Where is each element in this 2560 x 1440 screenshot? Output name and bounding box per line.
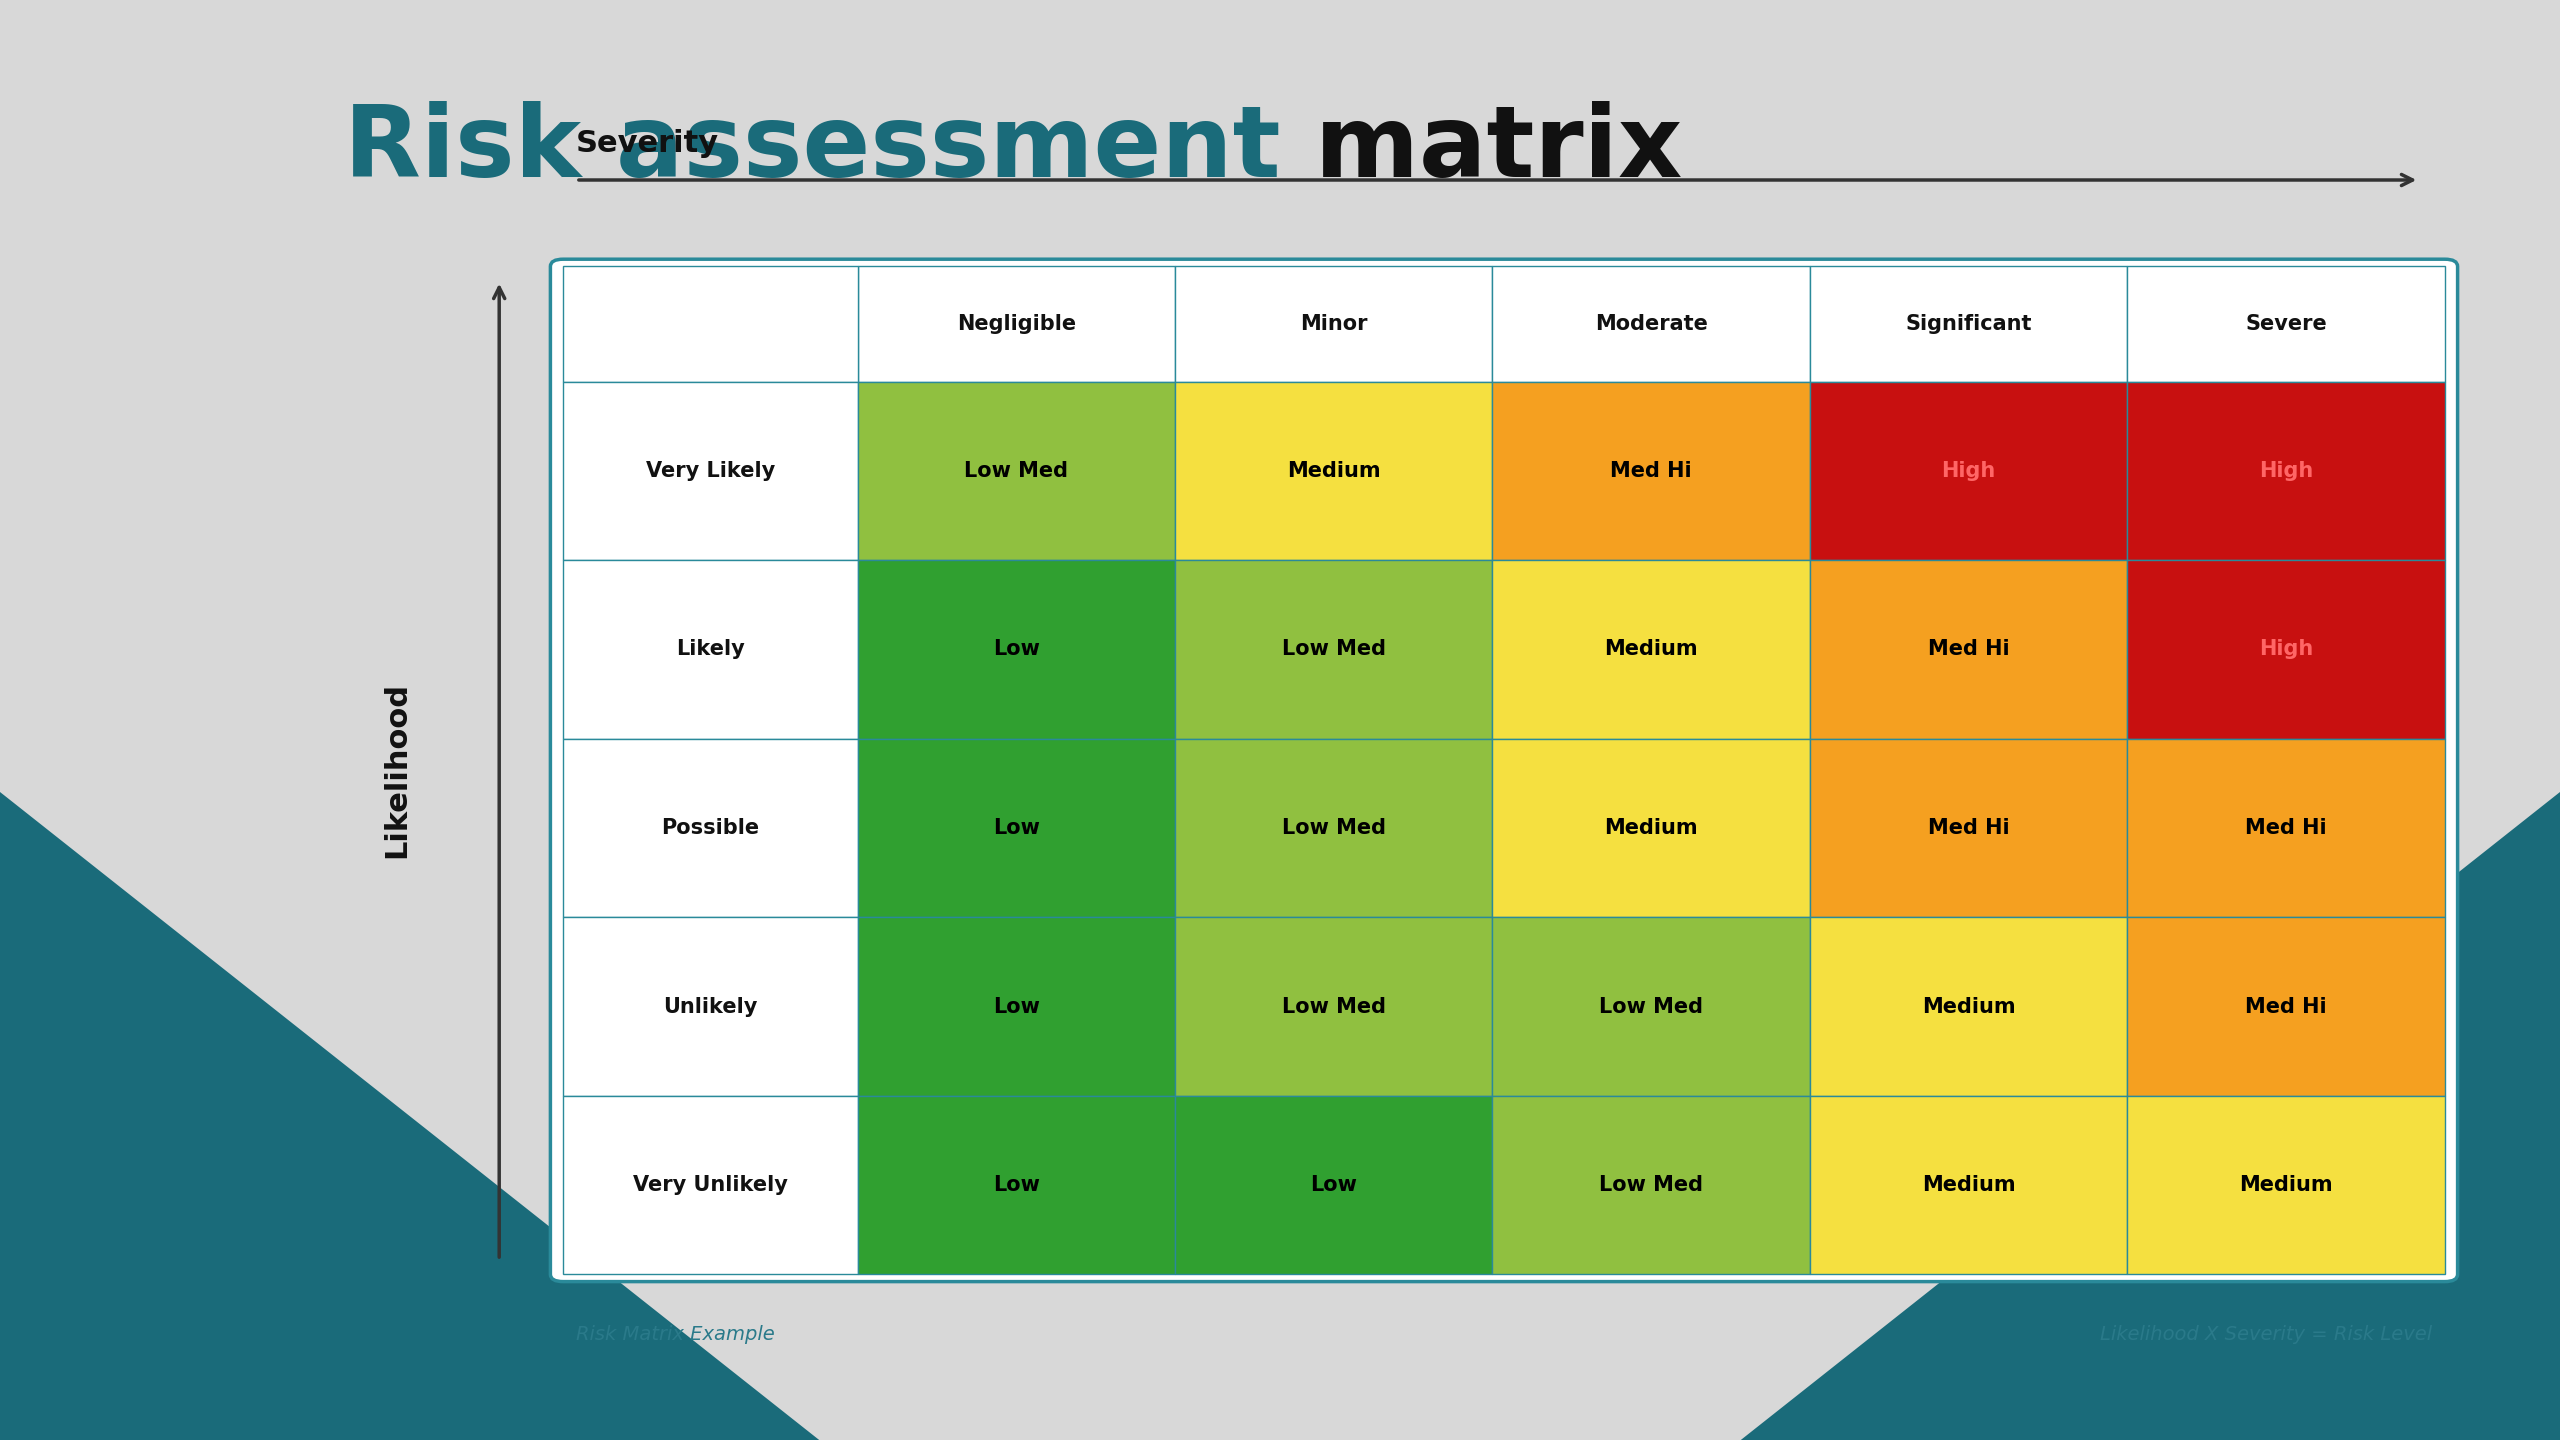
Bar (1810, 266, 2127, 382)
Bar (858, 382, 1175, 560)
Bar (563, 917, 858, 1096)
Bar (1175, 560, 1492, 739)
Text: High: High (2258, 461, 2314, 481)
Bar (2127, 1096, 2445, 1274)
Bar (1810, 917, 2127, 1096)
Text: Minor: Minor (1300, 314, 1367, 334)
Bar (1175, 739, 1492, 917)
Bar (858, 560, 1175, 739)
Text: Med Hi: Med Hi (1928, 818, 2010, 838)
Text: Medium: Medium (1288, 461, 1380, 481)
Text: Unlikely: Unlikely (663, 996, 758, 1017)
Bar (1175, 382, 1492, 560)
Bar (1175, 266, 1492, 382)
Bar (563, 266, 858, 382)
Bar (563, 1096, 858, 1274)
Bar (858, 266, 1175, 382)
Text: Medium: Medium (1605, 639, 1697, 660)
Text: Medium: Medium (2240, 1175, 2332, 1195)
Bar (563, 560, 858, 739)
Text: Moderate: Moderate (1595, 314, 1708, 334)
Text: Possible: Possible (660, 818, 760, 838)
Bar (1492, 560, 1810, 739)
Polygon shape (1741, 792, 2560, 1440)
Bar (2127, 266, 2445, 382)
Bar (1492, 739, 1810, 917)
Text: Low: Low (993, 639, 1039, 660)
Bar (2127, 560, 2445, 739)
Text: Low: Low (993, 1175, 1039, 1195)
Bar (1810, 382, 2127, 560)
Text: Low Med: Low Med (1283, 818, 1385, 838)
FancyBboxPatch shape (550, 259, 2458, 1282)
Text: Negligible: Negligible (957, 314, 1075, 334)
Polygon shape (0, 792, 819, 1440)
Bar (563, 382, 858, 560)
Text: Significant: Significant (1905, 314, 2033, 334)
Text: Risk assessment: Risk assessment (343, 101, 1280, 197)
Bar (1175, 1096, 1492, 1274)
Text: Low: Low (993, 818, 1039, 838)
Bar (1810, 1096, 2127, 1274)
Text: matrix: matrix (1280, 101, 1682, 197)
Bar (858, 1096, 1175, 1274)
Text: Severity: Severity (576, 130, 719, 158)
Text: Med Hi: Med Hi (1610, 461, 1692, 481)
Bar (858, 917, 1175, 1096)
Text: Med Hi: Med Hi (2245, 818, 2327, 838)
Bar (1810, 560, 2127, 739)
Text: Medium: Medium (1923, 996, 2015, 1017)
Text: Likelihood X Severity = Risk Level: Likelihood X Severity = Risk Level (2099, 1325, 2432, 1344)
Bar (1175, 917, 1492, 1096)
Text: Very Unlikely: Very Unlikely (632, 1175, 788, 1195)
Text: Likelihood: Likelihood (381, 683, 412, 858)
Text: Very Likely: Very Likely (645, 461, 776, 481)
Text: Med Hi: Med Hi (2245, 996, 2327, 1017)
Text: Low Med: Low Med (1283, 639, 1385, 660)
Bar (2127, 382, 2445, 560)
Text: Low: Low (993, 996, 1039, 1017)
Text: Severe: Severe (2245, 314, 2327, 334)
Text: High: High (1940, 461, 1997, 481)
Bar (2127, 917, 2445, 1096)
Text: High: High (2258, 639, 2314, 660)
Bar (1492, 917, 1810, 1096)
Bar (1492, 266, 1810, 382)
Text: Low: Low (1311, 1175, 1357, 1195)
Bar (1492, 1096, 1810, 1274)
Bar (2127, 739, 2445, 917)
Text: Low Med: Low Med (1283, 996, 1385, 1017)
Text: Medium: Medium (1605, 818, 1697, 838)
Bar (1810, 739, 2127, 917)
Bar (563, 739, 858, 917)
Text: Likely: Likely (676, 639, 745, 660)
Text: Medium: Medium (1923, 1175, 2015, 1195)
Text: Low Med: Low Med (965, 461, 1068, 481)
Text: Low Med: Low Med (1600, 996, 1702, 1017)
Bar (1492, 382, 1810, 560)
Text: Med Hi: Med Hi (1928, 639, 2010, 660)
Text: Risk Matrix Example: Risk Matrix Example (576, 1325, 776, 1344)
Text: Low Med: Low Med (1600, 1175, 1702, 1195)
Bar (858, 739, 1175, 917)
